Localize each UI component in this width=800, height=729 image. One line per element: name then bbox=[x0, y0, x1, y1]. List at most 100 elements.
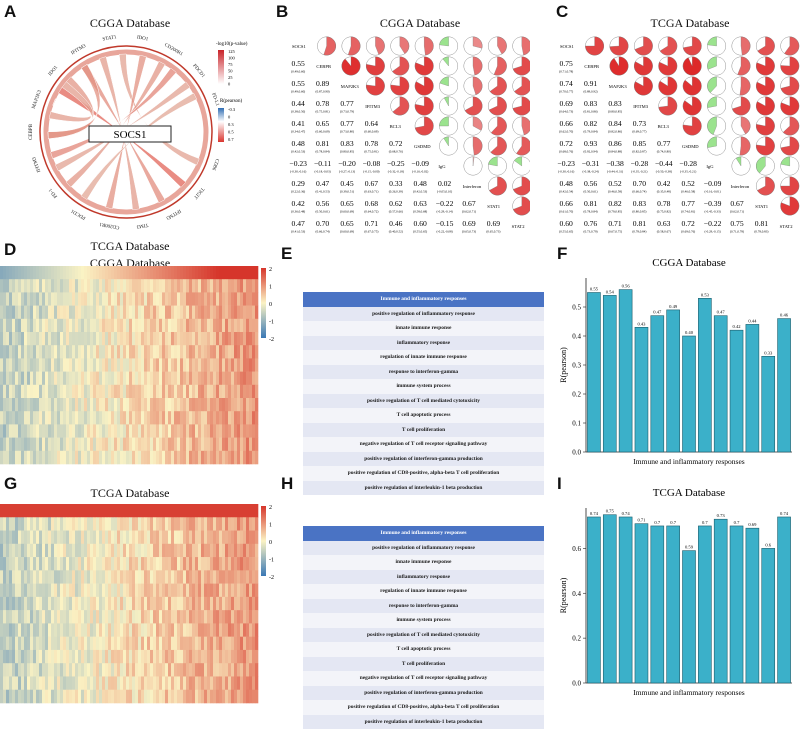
heatmap-cell bbox=[27, 663, 30, 677]
heatmap-cell bbox=[21, 650, 24, 664]
heatmap-cell bbox=[249, 438, 252, 452]
heatmap-cell bbox=[99, 663, 102, 677]
heatmap-cell bbox=[96, 292, 99, 306]
heatmap-cell bbox=[132, 319, 135, 333]
heatmap-cell bbox=[78, 663, 81, 677]
corr-r-value: −0.31 bbox=[582, 159, 600, 168]
heatmap-cell bbox=[111, 451, 114, 465]
heatmap-cell bbox=[96, 676, 99, 690]
heatmap-cell bbox=[120, 623, 123, 637]
corr-pie-slice bbox=[488, 157, 497, 166]
heatmap-cell bbox=[33, 266, 36, 280]
corr-r-value: 0.72 bbox=[389, 139, 402, 148]
heatmap-cell bbox=[87, 306, 90, 320]
heatmap-cell bbox=[231, 623, 234, 637]
heatmap-cell bbox=[66, 372, 69, 386]
corr-ci-value: (0.50,0.61) bbox=[584, 190, 598, 195]
heatmap-cell bbox=[60, 637, 63, 651]
corr-r-value: 0.75 bbox=[730, 219, 743, 228]
heatmap-cell bbox=[198, 292, 201, 306]
heatmap-cell bbox=[24, 531, 27, 545]
corr-r-value: 0.93 bbox=[584, 139, 597, 148]
heatmap-cell bbox=[27, 650, 30, 664]
heatmap-cell bbox=[60, 676, 63, 690]
heatmap-cell bbox=[57, 279, 60, 293]
heatmap-cell bbox=[96, 411, 99, 425]
heatmap-cell bbox=[186, 451, 189, 465]
heatmap-cell bbox=[30, 372, 33, 386]
heatmap-cell bbox=[87, 557, 90, 571]
heatmap-cell bbox=[93, 690, 96, 704]
heatmap-cell bbox=[159, 690, 162, 704]
heatmap-cell bbox=[9, 398, 12, 412]
heatmap-cell bbox=[135, 584, 138, 598]
corr-gene-label: Interferon bbox=[731, 184, 750, 189]
heatmap-cell bbox=[186, 411, 189, 425]
heatmap-cell bbox=[201, 398, 204, 412]
heatmap-cell bbox=[120, 424, 123, 438]
heatmap-cell bbox=[216, 690, 219, 704]
heatmap-cell bbox=[51, 292, 54, 306]
heatmap-cell bbox=[66, 676, 69, 690]
heatmap-cell bbox=[159, 663, 162, 677]
heatmap-cell bbox=[57, 319, 60, 333]
heatmap-cell bbox=[90, 676, 93, 690]
heatmap-cell bbox=[57, 544, 60, 558]
heatmap-cell bbox=[192, 544, 195, 558]
heatmap-cell bbox=[237, 623, 240, 637]
heatmap-cell bbox=[63, 438, 66, 452]
heatmap-cell bbox=[57, 306, 60, 320]
heatmap-cell bbox=[96, 610, 99, 624]
heatmap-cell bbox=[192, 610, 195, 624]
heatmap-cell bbox=[135, 411, 138, 425]
heatmap-cell bbox=[120, 650, 123, 664]
corr-ci-value: (-0.35,-0.21) bbox=[680, 170, 696, 175]
heatmap-cell bbox=[150, 332, 153, 346]
heatmap-cell bbox=[0, 623, 3, 637]
heatmap-cell bbox=[36, 531, 39, 545]
heatmap-cell bbox=[201, 385, 204, 399]
heatmap-cell bbox=[207, 544, 210, 558]
bar-value-label: 0.56 bbox=[622, 284, 631, 289]
heatmap-cell bbox=[213, 385, 216, 399]
heatmap-cell bbox=[180, 345, 183, 359]
pathway-table-row: T cell apoptotic process bbox=[303, 408, 544, 423]
heatmap-cell bbox=[189, 345, 192, 359]
heatmap-cell bbox=[186, 292, 189, 306]
heatmap-cell bbox=[234, 504, 237, 518]
heatmap-cell bbox=[243, 610, 246, 624]
heatmap-cell bbox=[33, 345, 36, 359]
heatmap-cell bbox=[252, 398, 255, 412]
heatmap-cell bbox=[63, 398, 66, 412]
heatmap-cell bbox=[78, 557, 81, 571]
heatmap-cell bbox=[51, 517, 54, 531]
heatmap-cell bbox=[150, 345, 153, 359]
heatmap-cell bbox=[48, 332, 51, 346]
y-tick-label: 0.5 bbox=[572, 304, 581, 312]
heatmap-cell bbox=[42, 319, 45, 333]
heatmap-cell bbox=[249, 623, 252, 637]
heatmap-cell bbox=[12, 279, 15, 293]
heatmap-cell bbox=[243, 451, 246, 465]
heatmap-cell bbox=[126, 385, 129, 399]
heatmap-cell bbox=[63, 451, 66, 465]
heatmap-cell bbox=[177, 637, 180, 651]
heatmap-cell bbox=[42, 690, 45, 704]
corr-r-value: 0.69 bbox=[560, 99, 573, 108]
heatmap-cell bbox=[78, 345, 81, 359]
heatmap-cell bbox=[30, 266, 33, 280]
heatmap-cell bbox=[246, 637, 249, 651]
heatmap-cell bbox=[147, 544, 150, 558]
heatmap-cell bbox=[219, 504, 222, 518]
heatmap-cell bbox=[63, 332, 66, 346]
heatmap-cell bbox=[153, 531, 156, 545]
heatmap-cell bbox=[75, 345, 78, 359]
heatmap-cell bbox=[123, 597, 126, 611]
heatmap-cell bbox=[168, 597, 171, 611]
heatmap-cell bbox=[177, 676, 180, 690]
heatmap-cell bbox=[255, 517, 258, 531]
bar-value-label: 0.47 bbox=[653, 310, 662, 315]
heatmap-cell bbox=[162, 358, 165, 372]
heatmap-cell bbox=[111, 424, 114, 438]
heatmap-cell bbox=[123, 570, 126, 584]
